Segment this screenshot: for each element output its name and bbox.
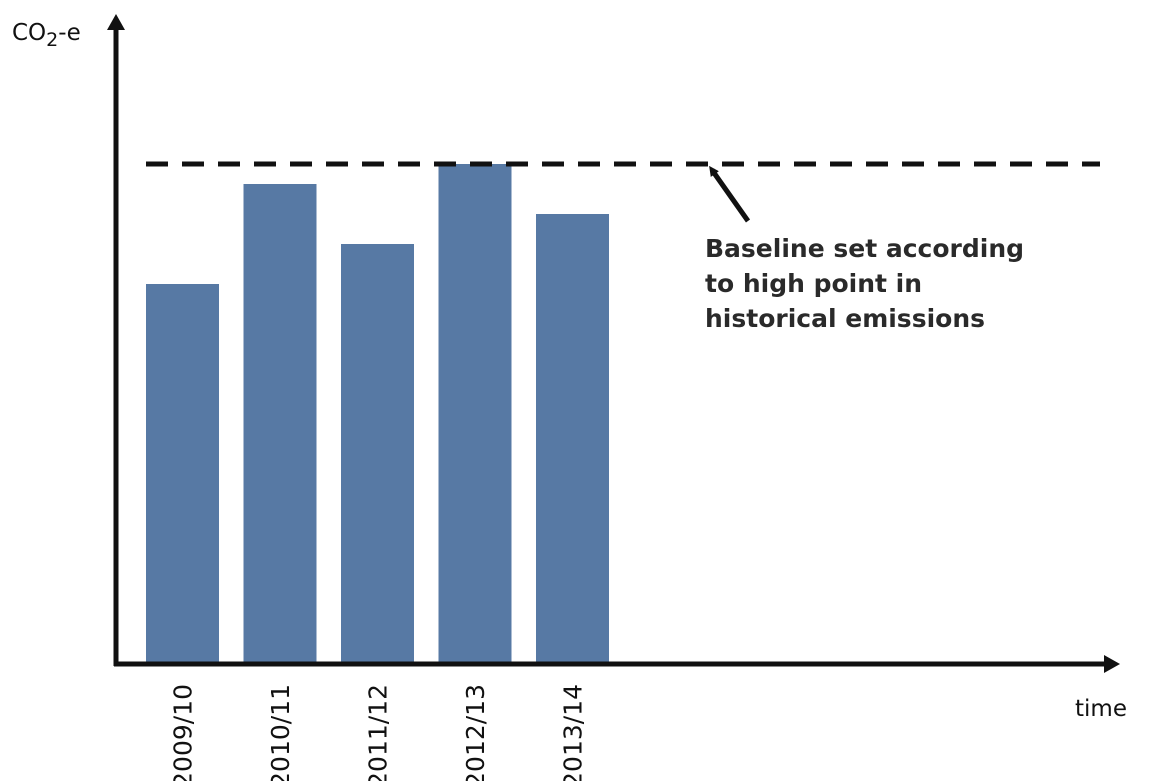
x-tick-labels: 2009/10 2010/11 2011/12 2012/13 2013/14	[169, 684, 588, 781]
x-axis-arrow-icon	[1104, 655, 1120, 673]
y-axis-title-part-3: -e	[58, 20, 80, 46]
x-axis-title: time	[1075, 696, 1127, 722]
bars	[146, 164, 609, 664]
annotation-line-3: historical emissions	[705, 304, 985, 333]
y-axis-title-subscript: 2	[46, 29, 58, 51]
y-axis-title: CO2-e	[12, 20, 81, 51]
baseline-annotation: Baseline set according to high point in …	[705, 234, 1033, 333]
y-axis-arrow-icon	[107, 14, 125, 30]
x-tick-label-2013-14: 2013/14	[559, 684, 588, 781]
annotation-line-1: Baseline set according	[705, 234, 1024, 263]
x-tick-label-2009-10: 2009/10	[169, 684, 198, 781]
y-axis-title-part-1: CO	[12, 20, 46, 46]
bar-2011-12	[341, 244, 414, 664]
x-tick-label-2011-12: 2011/12	[364, 684, 393, 781]
annotation-arrow-icon	[709, 165, 751, 223]
bar-2013-14	[536, 214, 609, 664]
x-tick-label-2010-11: 2010/11	[266, 684, 295, 781]
bar-2009-10	[146, 284, 219, 664]
x-tick-label-2012-13: 2012/13	[461, 684, 490, 781]
bar-2012-13	[438, 164, 512, 664]
bar-2010-11	[243, 184, 317, 664]
annotation-line-2: to high point in	[705, 269, 922, 298]
